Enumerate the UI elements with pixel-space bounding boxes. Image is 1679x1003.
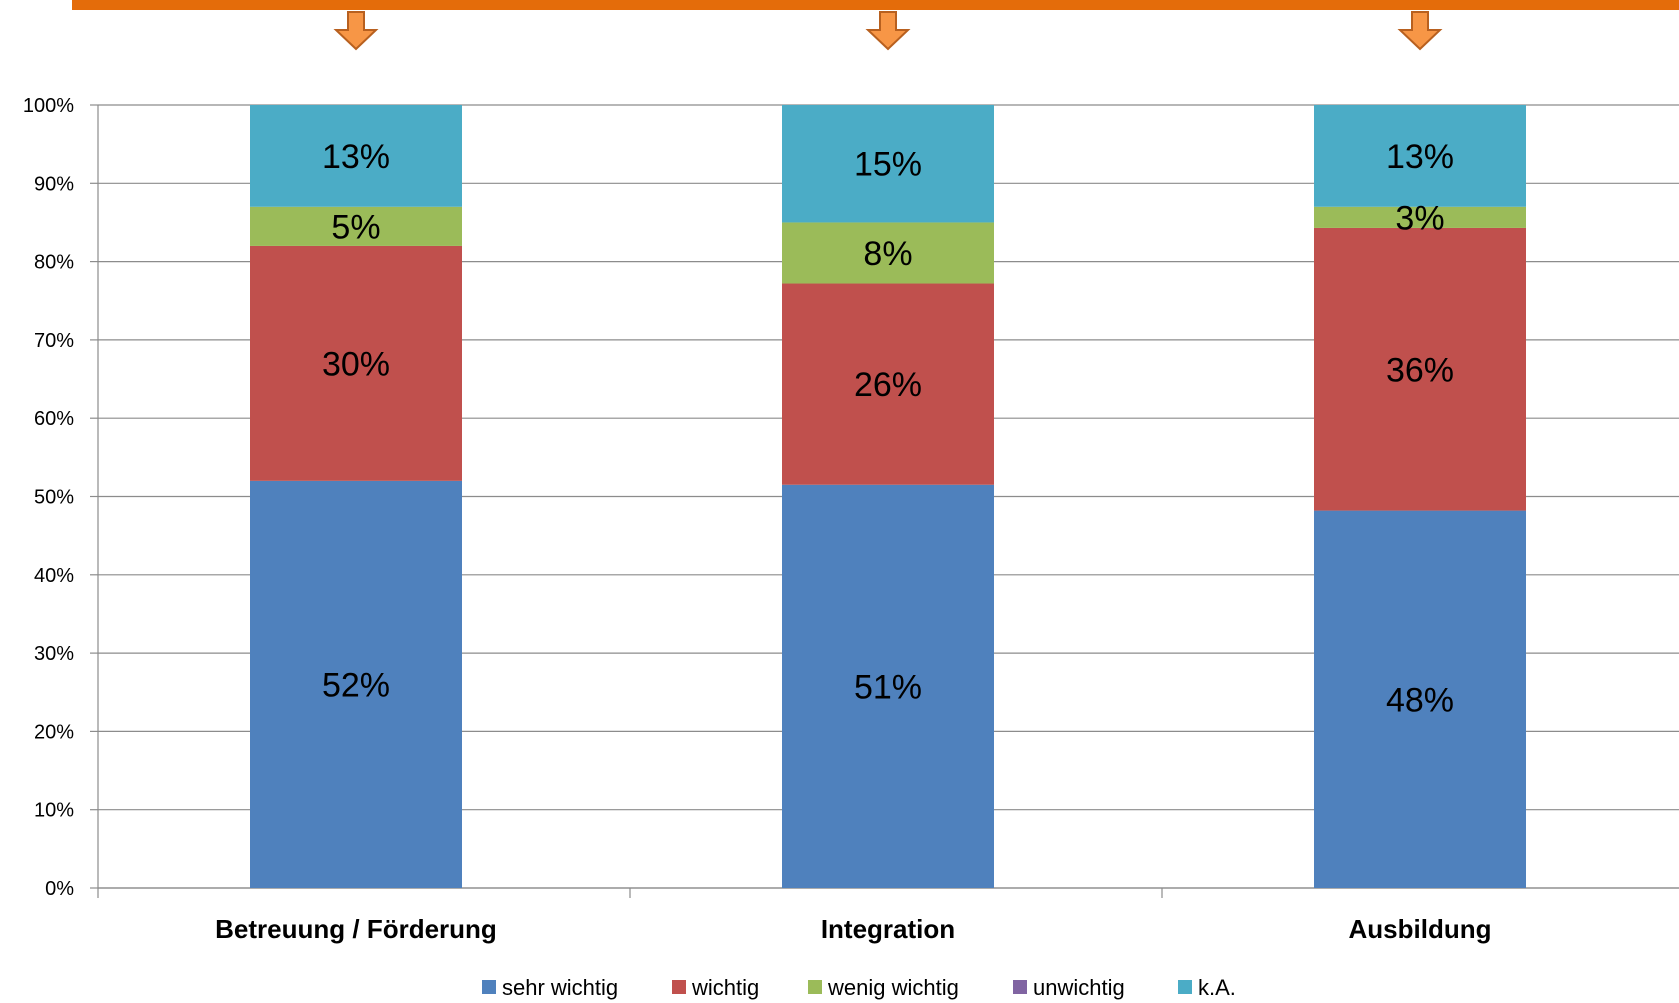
- y-tick-label: 90%: [34, 173, 74, 195]
- bars: [250, 105, 1526, 888]
- data-label: 8%: [863, 235, 912, 273]
- bar-segment: [250, 245, 462, 481]
- data-label: 15%: [854, 146, 922, 184]
- data-label: 52%: [322, 666, 390, 704]
- data-label: 51%: [854, 668, 922, 706]
- y-tick-label: 70%: [34, 330, 74, 352]
- data-label: 5%: [331, 208, 380, 246]
- data-label: 26%: [854, 366, 922, 404]
- data-label: 3%: [1395, 199, 1444, 237]
- legend-label: sehr wichtig: [502, 975, 618, 1000]
- bar-segment: [782, 222, 994, 284]
- legend-item: wenig wichtig: [808, 975, 959, 1000]
- legend-swatch: [672, 980, 686, 994]
- y-tick-label: 20%: [34, 721, 74, 743]
- legend-item: k.A.: [1178, 975, 1236, 1000]
- bar-segment: [782, 484, 994, 888]
- y-tick-label: 40%: [34, 565, 74, 587]
- bar-segment: [782, 105, 994, 223]
- arrow-down-icon: [333, 11, 379, 51]
- data-label: 13%: [1386, 138, 1454, 176]
- y-axis-ticks: 0% 10% 20% 30% 40% 50% 60% 70% 80% 90% 100%: [23, 95, 98, 900]
- category-labels: Betreuung / Förderung Integration Ausbildu…: [215, 914, 1491, 944]
- category-label: Ausbildung: [1349, 914, 1492, 944]
- category-label: Betreuung / Förderung: [215, 914, 497, 944]
- legend-item: unwichtig: [1013, 975, 1125, 1000]
- bar-segment: [250, 105, 462, 207]
- y-tick-label: 100%: [23, 95, 74, 117]
- arrow-down-icon: [865, 11, 911, 51]
- legend-item: wichtig: [672, 975, 759, 1000]
- legend-label: unwichtig: [1033, 975, 1125, 1000]
- y-tick-label: 10%: [34, 800, 74, 822]
- legend-swatch: [808, 980, 822, 994]
- bar-segment: [1314, 510, 1526, 888]
- legend-label: k.A.: [1198, 975, 1236, 1000]
- legend-swatch: [482, 980, 496, 994]
- legend-item: sehr wichtig: [482, 975, 618, 1000]
- y-tick-label: 60%: [34, 408, 74, 430]
- category-label: Integration: [821, 914, 955, 944]
- data-label: 30%: [322, 345, 390, 383]
- data-label: 13%: [322, 138, 390, 176]
- legend-label: wenig wichtig: [827, 975, 959, 1000]
- legend-label: wichtig: [691, 975, 759, 1000]
- bar-segment: [250, 480, 462, 888]
- data-label: 36%: [1386, 351, 1454, 389]
- arrow-down-icon: [1397, 11, 1443, 51]
- bar-segment: [1314, 227, 1526, 511]
- arrow-group: [333, 11, 1443, 51]
- y-tick-label: 30%: [34, 643, 74, 665]
- y-tick-label: 50%: [34, 487, 74, 509]
- y-tick-label: 0%: [45, 878, 74, 900]
- data-labels: 52% 30% 5% 13% 51% 26% 8% 15% 48% 36% 3% 13%: [322, 138, 1454, 719]
- bar-segment: [1314, 206, 1526, 228]
- y-tick-label: 80%: [34, 252, 74, 274]
- bar-segment: [782, 283, 994, 485]
- header-bar: [72, 0, 1679, 10]
- bar-segment: [1314, 105, 1526, 207]
- bar-segment: [250, 206, 462, 246]
- legend: sehr wichtig wichtig wenig wichtig unwichti…: [482, 975, 1236, 1000]
- legend-swatch: [1178, 980, 1192, 994]
- legend-swatch: [1013, 980, 1027, 994]
- data-label: 48%: [1386, 681, 1454, 719]
